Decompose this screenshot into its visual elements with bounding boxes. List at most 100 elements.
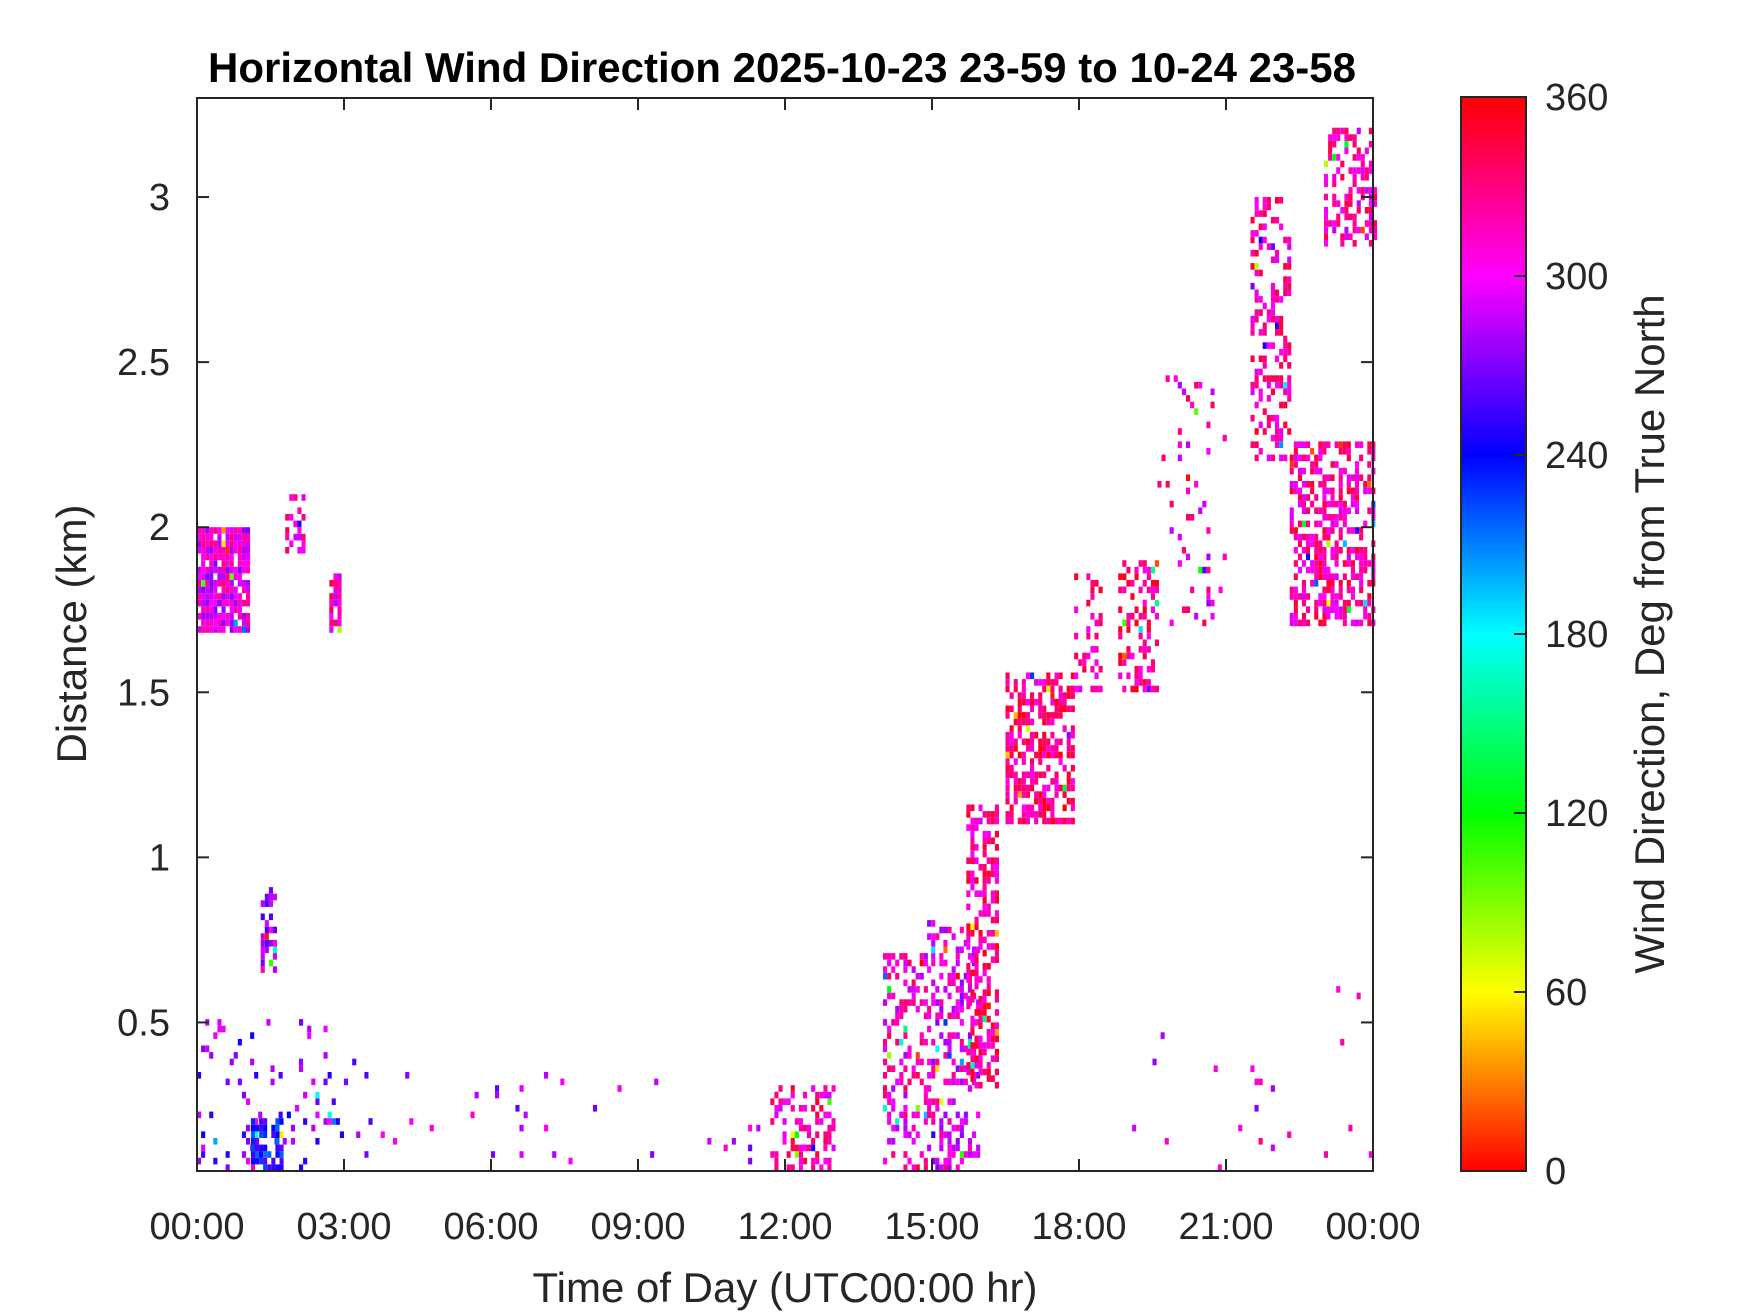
data-cell bbox=[275, 1118, 280, 1125]
data-cell bbox=[337, 573, 342, 580]
data-cell bbox=[1266, 381, 1271, 389]
data-cell bbox=[329, 580, 334, 587]
data-cell bbox=[1310, 461, 1315, 468]
data-cell bbox=[1150, 586, 1155, 594]
data-cell bbox=[1364, 220, 1369, 227]
data-cell bbox=[1373, 220, 1378, 227]
data-cell bbox=[903, 1118, 908, 1125]
data-cell bbox=[217, 553, 222, 561]
data-cell bbox=[1275, 428, 1280, 435]
data-cell bbox=[955, 1012, 960, 1020]
data-cell bbox=[1042, 745, 1047, 752]
data-cell bbox=[1318, 448, 1323, 455]
data-cell bbox=[976, 1019, 981, 1026]
data-cell bbox=[907, 1045, 912, 1053]
data-cell bbox=[1021, 692, 1026, 699]
data-cell bbox=[1275, 381, 1280, 389]
data-cell bbox=[959, 999, 964, 1006]
data-cell bbox=[970, 844, 975, 851]
data-cell bbox=[939, 1144, 944, 1152]
data-cell bbox=[903, 959, 908, 967]
data-cell bbox=[1250, 414, 1255, 422]
data-cell bbox=[1359, 547, 1364, 554]
data-cell bbox=[1336, 167, 1341, 174]
data-cell bbox=[1275, 434, 1280, 442]
data-cell bbox=[1301, 560, 1306, 567]
data-cell bbox=[337, 586, 342, 594]
data-cell bbox=[947, 1078, 952, 1086]
data-cell bbox=[1318, 619, 1323, 627]
data-cell bbox=[1355, 553, 1360, 561]
data-cell bbox=[883, 1105, 888, 1112]
data-cell bbox=[260, 946, 265, 954]
data-cell bbox=[1042, 679, 1047, 686]
data-cell bbox=[217, 580, 222, 587]
data-cell bbox=[1363, 599, 1368, 607]
data-cell bbox=[803, 1091, 808, 1099]
data-cell bbox=[903, 1025, 908, 1033]
data-cell bbox=[1094, 685, 1099, 693]
data-cell bbox=[994, 916, 999, 924]
data-cell bbox=[967, 1151, 972, 1158]
data-cell bbox=[1164, 1138, 1169, 1145]
data-cell bbox=[1275, 414, 1280, 422]
data-cell bbox=[295, 1105, 300, 1112]
data-cell bbox=[246, 540, 251, 547]
data-cell bbox=[254, 1072, 259, 1079]
data-cell bbox=[947, 972, 952, 980]
data-cell bbox=[923, 1164, 928, 1171]
data-cell bbox=[1250, 315, 1255, 323]
data-cell bbox=[919, 953, 924, 960]
data-cell bbox=[1306, 553, 1311, 561]
data-cell bbox=[1058, 712, 1063, 719]
data-cell bbox=[1142, 639, 1147, 647]
x-tick-label: 06:00 bbox=[443, 1206, 538, 1248]
data-cell bbox=[1356, 167, 1361, 174]
data-cell bbox=[1169, 619, 1174, 627]
data-cell bbox=[815, 1157, 820, 1165]
data-cell bbox=[1367, 481, 1372, 488]
data-cell bbox=[931, 979, 936, 987]
data-cell bbox=[1161, 454, 1166, 462]
data-cell bbox=[966, 903, 971, 911]
data-cell bbox=[959, 1151, 964, 1158]
data-cell bbox=[1066, 771, 1071, 779]
data-cell bbox=[887, 986, 892, 993]
data-cell bbox=[246, 553, 251, 561]
data-cell bbox=[229, 547, 234, 554]
data-cell bbox=[970, 996, 975, 1003]
data-cell bbox=[974, 916, 979, 924]
data-cell bbox=[923, 986, 928, 993]
data-cell bbox=[1355, 487, 1360, 495]
data-cell bbox=[1058, 698, 1063, 706]
data-cell bbox=[986, 976, 991, 983]
data-cell bbox=[923, 1012, 928, 1020]
data-cell bbox=[1258, 448, 1263, 455]
data-cell bbox=[963, 992, 968, 1000]
data-cell bbox=[201, 1144, 206, 1152]
data-cell bbox=[1346, 553, 1351, 561]
data-cell bbox=[1046, 817, 1051, 825]
data-cell bbox=[1258, 368, 1263, 376]
data-cell bbox=[1254, 289, 1259, 297]
data-cell bbox=[237, 1078, 242, 1086]
data-cell bbox=[919, 1058, 924, 1066]
data-cell bbox=[1297, 540, 1302, 547]
data-cell bbox=[976, 999, 981, 1006]
data-cell bbox=[1322, 593, 1327, 600]
data-cell bbox=[1338, 606, 1343, 613]
data-cell bbox=[1025, 712, 1030, 719]
data-cell bbox=[1034, 679, 1039, 686]
data-cell bbox=[241, 619, 246, 627]
data-cell bbox=[1254, 375, 1259, 382]
data-cell bbox=[1177, 454, 1182, 462]
data-cell bbox=[803, 1124, 808, 1132]
data-cell bbox=[1293, 448, 1298, 455]
data-cell bbox=[966, 936, 971, 944]
data-cell bbox=[827, 1131, 832, 1138]
data-cell bbox=[955, 1065, 960, 1072]
data-cell bbox=[1355, 527, 1360, 534]
data-cell bbox=[1017, 778, 1022, 785]
data-cell bbox=[225, 560, 230, 567]
data-cell bbox=[1334, 606, 1339, 613]
